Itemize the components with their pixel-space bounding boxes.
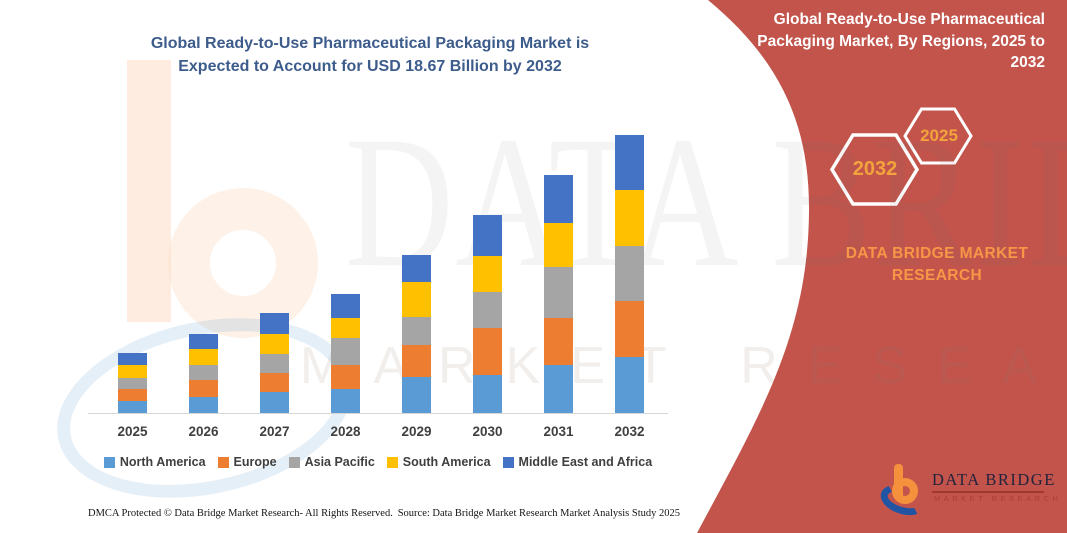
legend-label: Europe [233, 455, 277, 469]
bar-segment-2029-europe [402, 345, 431, 377]
bar-2027 [260, 312, 289, 413]
bar-segment-2030-europe [473, 327, 502, 375]
bar-segment-2029-south-america [402, 282, 431, 318]
x-axis-label-2031: 2031 [543, 424, 574, 439]
logo-b-bowl-icon [892, 478, 918, 504]
bar-segment-2032-middle-east-and-africa [615, 135, 644, 191]
bar-2032 [615, 135, 644, 413]
footer-dmca: DMCA Protected © Data Bridge Market Rese… [88, 508, 393, 519]
bar-segment-2025-middle-east-and-africa [118, 353, 147, 366]
x-axis-label-2026: 2026 [188, 424, 219, 439]
bar-2028 [331, 294, 360, 413]
bar-segment-2028-asia-pacific [331, 338, 360, 366]
legend-marker-icon [502, 456, 514, 468]
legend-item-asia-pacific: Asia Pacific [288, 455, 375, 469]
legend-marker-icon [386, 456, 398, 468]
bar-segment-2031-middle-east-and-africa [544, 175, 573, 224]
brand-text-line1: DATA BRIDGE MARKET [845, 245, 1029, 262]
bar-segment-2026-asia-pacific [189, 365, 218, 381]
bar-segment-2026-north-america [189, 396, 218, 413]
x-axis-label-2028: 2028 [330, 424, 361, 439]
bar-2026 [189, 334, 218, 413]
bar-segment-2030-north-america [473, 374, 502, 413]
company-logo: DATA BRIDGE MARKET RESEARCH [876, 458, 1058, 521]
legend-item-north-america: North America [103, 455, 206, 469]
chart-title: Global Ready-to-Use Pharmaceutical Packa… [105, 32, 635, 78]
panel-title: Global Ready-to-Use Pharmaceutical Packa… [757, 11, 1045, 72]
bar-segment-2027-middle-east-and-africa [260, 312, 289, 334]
hexagon-2032 [829, 133, 920, 206]
bar-segment-2025-europe [118, 389, 147, 401]
bar-segment-2028-europe [331, 365, 360, 390]
x-axis-line [88, 413, 668, 414]
legend-marker-icon [103, 456, 115, 468]
legend-marker-icon [217, 456, 229, 468]
bar-segment-2029-north-america [402, 377, 431, 413]
chart-title-line2: Expected to Account for USD 18.67 Billio… [178, 58, 562, 76]
x-axis-label-2032: 2032 [614, 424, 645, 439]
x-axis-label-2030: 2030 [472, 424, 503, 439]
legend-item-europe: Europe [217, 455, 277, 469]
x-axis-label-2025: 2025 [117, 424, 148, 439]
bar-segment-2027-south-america [260, 333, 289, 355]
bar-segment-2030-asia-pacific [473, 291, 502, 328]
bar-segment-2028-south-america [331, 318, 360, 339]
x-axis-label-2029: 2029 [401, 424, 432, 439]
legend-label: South America [402, 455, 491, 469]
bar-segment-2025-north-america [118, 400, 147, 413]
bar-segment-2026-europe [189, 380, 218, 397]
logo-subtitle: MARKET RESEARCH [934, 494, 1062, 503]
bar-segment-2031-europe [544, 318, 573, 366]
bar-segment-2032-asia-pacific [615, 245, 644, 302]
bar-segment-2028-middle-east-and-africa [331, 294, 360, 319]
bar-segment-2028-north-america [331, 389, 360, 413]
bar-segment-2026-south-america [189, 349, 218, 366]
bar-segment-2025-asia-pacific [118, 378, 147, 390]
plot-area [88, 100, 668, 414]
bar-segment-2032-north-america [615, 356, 644, 413]
bar-2030 [473, 214, 502, 413]
hexagon-2032-label: 2032 [852, 158, 898, 180]
legend-label: Middle East and Africa [518, 455, 653, 469]
bar-segment-2025-south-america [118, 365, 147, 379]
x-axis-labels: 2025 2026 2027 2028 2029 2030 2031 2032 [88, 424, 668, 440]
brand-text: DATA BRIDGE MARKET RESEARCH [822, 243, 1052, 288]
bar-segment-2030-middle-east-and-africa [473, 214, 502, 256]
bar-2029 [402, 254, 431, 413]
bar-2031 [544, 175, 573, 413]
brand-text-line2: RESEARCH [891, 267, 983, 285]
bar-segment-2027-europe [260, 373, 289, 393]
chart-title-line1: Global Ready-to-Use Pharmaceutical Packa… [150, 35, 590, 52]
bar-segment-2031-north-america [544, 365, 573, 413]
background-logo-b-stem [127, 60, 171, 322]
legend-label: North America [119, 455, 206, 469]
bar-2025 [118, 353, 147, 413]
bar-segment-2027-north-america [260, 392, 289, 413]
bar-segment-2029-middle-east-and-africa [402, 254, 431, 283]
x-axis-label-2027: 2027 [259, 424, 290, 439]
bar-segment-2031-asia-pacific [544, 267, 573, 319]
bar-segment-2026-middle-east-and-africa [189, 334, 218, 350]
legend-item-middle-east-and-africa: Middle East and Africa [502, 455, 653, 469]
bar-segment-2031-south-america [544, 223, 573, 268]
hexagon-2025-label: 2025 [920, 126, 958, 145]
footer-source: Source: Data Bridge Market Research Mark… [397, 508, 680, 519]
legend-item-south-america: South America [386, 455, 491, 469]
bar-segment-2030-south-america [473, 255, 502, 292]
bar-segment-2032-south-america [615, 190, 644, 246]
bar-segment-2029-asia-pacific [402, 317, 431, 346]
hexagon-2025 [903, 107, 973, 165]
legend-marker-icon [288, 456, 300, 468]
logo-name: DATA BRIDGE [932, 470, 1054, 493]
legend: North America Europe Asia Pacific South Ame… [80, 455, 676, 469]
bar-segment-2027-asia-pacific [260, 354, 289, 374]
bar-segment-2032-europe [615, 301, 644, 357]
legend-label: Asia Pacific [304, 455, 375, 469]
footer: DMCA Protected © Data Bridge Market Rese… [88, 508, 680, 519]
